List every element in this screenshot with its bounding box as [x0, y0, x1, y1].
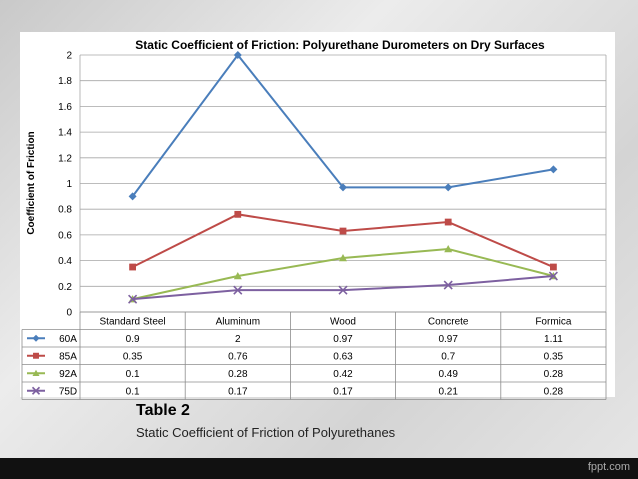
data-point [549, 165, 558, 174]
table-value: 0.28 [228, 369, 248, 380]
table-value: 0.28 [544, 386, 564, 397]
y-tick-label: 0 [66, 308, 72, 319]
data-point [339, 227, 347, 235]
caption-subtitle: Static Coefficient of Friction of Polyur… [136, 425, 396, 440]
legend-label: 75D [59, 386, 77, 397]
footer-bar [0, 458, 638, 479]
data-point [444, 245, 453, 253]
legend-label: 85A [59, 351, 77, 362]
y-tick-label: 1.2 [58, 153, 72, 164]
x-tick-label: Wood [330, 317, 356, 328]
x-tick-label: Standard Steel [100, 317, 166, 328]
table-value: 0.76 [228, 351, 248, 362]
series-line [131, 53, 554, 197]
table-value: 0.17 [333, 386, 353, 397]
x-tick-label: Formica [535, 317, 572, 328]
brand-watermark: fppt.com [587, 461, 630, 473]
table-value: 0.35 [123, 351, 143, 362]
data-point [234, 210, 242, 218]
table-value: 0.97 [438, 334, 458, 345]
table-value: 0.28 [544, 369, 564, 380]
legend-label: 92A [59, 369, 77, 380]
table-value: 0.1 [126, 369, 140, 380]
data-point [233, 272, 242, 280]
table-value: 0.17 [228, 386, 248, 397]
y-tick-label: 0.6 [58, 230, 72, 241]
series-line [132, 275, 554, 301]
y-tick-label: 1.8 [58, 76, 72, 87]
table-value: 0.63 [333, 351, 353, 362]
data-point [444, 218, 452, 226]
table-value: 0.49 [438, 369, 458, 380]
x-tick-label: Concrete [428, 317, 469, 328]
y-tick-label: 1.6 [58, 102, 72, 113]
data-point [33, 352, 39, 359]
table-value: 0.35 [544, 351, 564, 362]
table-value: 0.1 [126, 386, 140, 397]
x-tick-label: Aluminum [216, 317, 260, 328]
data-point [338, 285, 348, 295]
chart-panel [20, 32, 615, 397]
table-value: 0.9 [126, 334, 140, 345]
table-value: 0.21 [438, 386, 458, 397]
table-value: 0.7 [441, 351, 455, 362]
table-value: 1.11 [544, 334, 563, 345]
y-tick-label: 0.8 [58, 205, 72, 216]
y-tick-label: 2 [66, 51, 72, 62]
data-point [339, 183, 347, 192]
data-point [32, 334, 40, 342]
data-point [129, 263, 136, 271]
y-tick-label: 0.4 [58, 256, 72, 267]
caption-title: Table 2 [136, 402, 190, 419]
data-point [443, 280, 453, 290]
data-point [128, 294, 138, 304]
chart-title: Static Coefficient of Friction: Polyuret… [135, 38, 545, 52]
data-point [128, 192, 137, 201]
y-tick-label: 0.2 [58, 282, 72, 293]
y-axis-label: Coefficient of Friction [26, 131, 37, 235]
table-value: 0.97 [333, 334, 353, 345]
data-point [548, 271, 558, 281]
data-point [550, 263, 557, 271]
data-point [339, 254, 347, 262]
legend-label: 60A [59, 334, 77, 345]
table-value: 0.42 [333, 369, 353, 380]
table-value: 2 [235, 334, 241, 345]
data-point [444, 183, 453, 192]
data-point [233, 51, 242, 59]
data-point [31, 386, 41, 395]
y-tick-label: 1 [66, 179, 72, 190]
data-point [32, 369, 40, 377]
y-tick-label: 1.4 [58, 128, 72, 139]
data-point [233, 285, 243, 295]
